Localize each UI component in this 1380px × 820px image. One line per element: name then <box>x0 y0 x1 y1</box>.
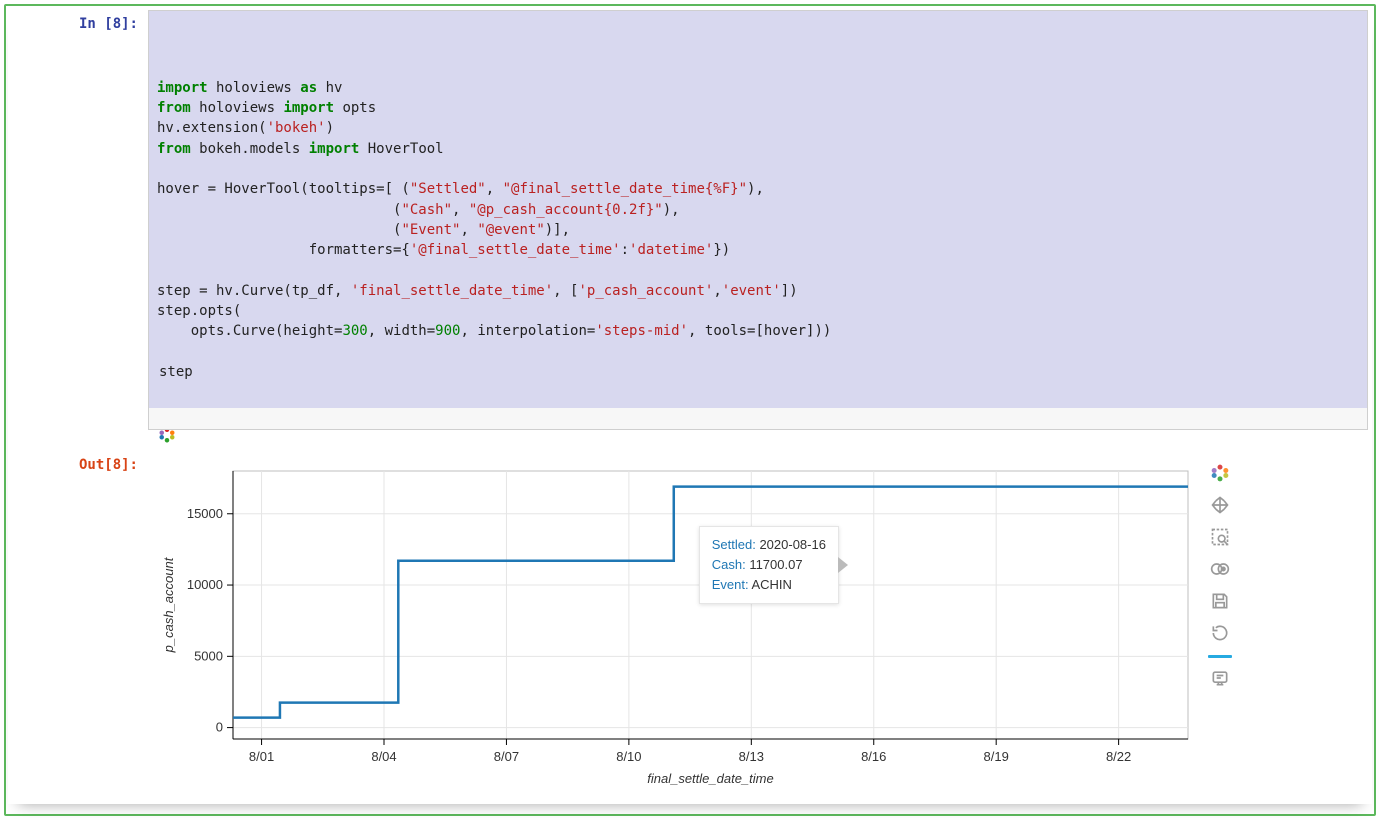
svg-text:5000: 5000 <box>194 648 223 663</box>
active-tool-indicator <box>1208 655 1232 658</box>
notebook-inner: In [8]: import holoviews as hv from holo… <box>8 10 1372 804</box>
tooltip-value: 11700.07 <box>746 557 803 572</box>
save-tool-icon[interactable] <box>1208 589 1232 613</box>
tooltip-label: Settled: <box>712 537 756 552</box>
pan-tool-icon[interactable] <box>1208 493 1232 517</box>
step-chart[interactable]: 8/01 8/04 8/07 8/10 8/13 8/16 8/19 8/22 0 5000 100… <box>148 459 1203 789</box>
svg-text:8/16: 8/16 <box>861 749 886 764</box>
hover-tool-icon[interactable] <box>1208 666 1232 690</box>
svg-text:0: 0 <box>216 720 223 735</box>
tooltip-label: Event: <box>712 577 749 592</box>
svg-text:8/22: 8/22 <box>1106 749 1131 764</box>
code-input[interactable]: import holoviews as hv from holoviews im… <box>148 10 1368 430</box>
tooltip-value: 2020-08-16 <box>756 537 826 552</box>
notebook-container: In [8]: import holoviews as hv from holo… <box>4 4 1376 816</box>
svg-text:8/13: 8/13 <box>739 749 764 764</box>
svg-text:8/04: 8/04 <box>371 749 396 764</box>
svg-text:10000: 10000 <box>187 577 223 592</box>
wheel-zoom-tool-icon[interactable] <box>1208 557 1232 581</box>
reset-tool-icon[interactable] <box>1208 621 1232 645</box>
svg-text:final_settle_date_time: final_settle_date_time <box>647 771 773 786</box>
output-cell: Out[8]: 8/01 8/04 8/07 8/10 8/13 8/16 8/19 8/22… <box>8 451 1372 794</box>
svg-text:15000: 15000 <box>187 506 223 521</box>
svg-text:8/10: 8/10 <box>616 749 641 764</box>
bokeh-toolbar <box>1203 459 1237 690</box>
bokeh-plot[interactable]: 8/01 8/04 8/07 8/10 8/13 8/16 8/19 8/22 0 5000 100… <box>148 459 1203 794</box>
tooltip-label: Cash: <box>712 557 746 572</box>
output-prompt: Out[8]: <box>8 451 148 473</box>
hover-tooltip: Settled: 2020-08-16 Cash: 11700.07 Event… <box>699 526 839 604</box>
input-prompt: In [8]: <box>8 10 148 32</box>
svg-text:8/19: 8/19 <box>984 749 1009 764</box>
svg-text:p_cash_account: p_cash_account <box>161 556 176 653</box>
output-area: 8/01 8/04 8/07 8/10 8/13 8/16 8/19 8/22 0 5000 100… <box>148 451 1372 794</box>
svg-text:8/01: 8/01 <box>249 749 274 764</box>
box-zoom-tool-icon[interactable] <box>1208 525 1232 549</box>
svg-text:8/07: 8/07 <box>494 749 519 764</box>
bokeh-logo-icon[interactable] <box>1208 461 1232 485</box>
input-cell: In [8]: import holoviews as hv from holo… <box>8 10 1372 430</box>
tooltip-value: ACHIN <box>749 577 792 592</box>
